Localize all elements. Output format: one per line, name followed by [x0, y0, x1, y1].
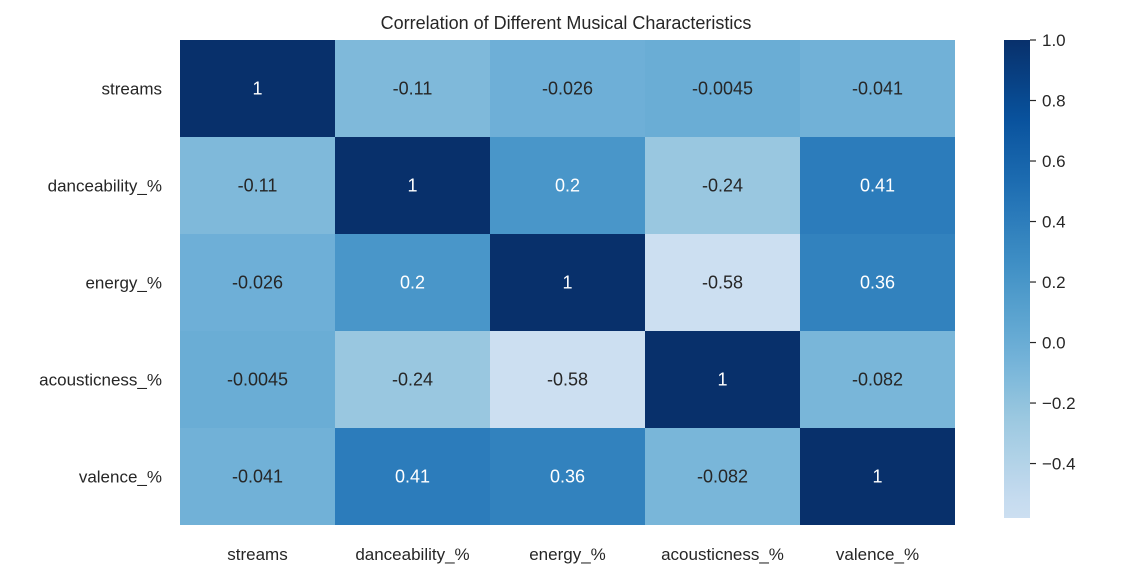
heatmap-cell [645, 428, 800, 525]
heatmap-cell [645, 234, 800, 331]
cell-value-label: -0.0045 [227, 370, 288, 390]
heatmap-cell [335, 40, 490, 137]
heatmap-cells: 1 -0.11 -0.026 -0.0045 -0.041 -0.11 1 0.2 -0.24 0… [180, 40, 955, 525]
cell-value-label: 0.2 [400, 273, 425, 293]
colorbar-tick-label: 0.8 [1042, 92, 1066, 111]
y-tick-label: valence_% [79, 468, 162, 487]
heatmap-cell [180, 234, 335, 331]
heatmap-cell [645, 137, 800, 234]
heatmap-cell [490, 428, 645, 525]
cell-value-label: 1 [562, 273, 572, 293]
heatmap-cell [800, 234, 955, 331]
y-tick-label: energy_% [85, 274, 162, 293]
heatmap-cell [180, 40, 335, 137]
y-tick-label: acousticness_% [39, 371, 162, 390]
heatmap-cell [180, 428, 335, 525]
colorbar-tick-label: 1.0 [1042, 31, 1066, 50]
cell-value-label: 0.41 [395, 467, 430, 487]
cell-value-label: -0.041 [852, 79, 903, 99]
x-tick-label: acousticness_% [661, 545, 784, 564]
cell-value-label: 1 [252, 79, 262, 99]
heatmap-cell [490, 40, 645, 137]
heatmap-cell [490, 331, 645, 428]
heatmap-cell [800, 137, 955, 234]
y-tick-label: danceability_% [48, 177, 162, 196]
x-tick-label: streams [227, 545, 287, 564]
cell-value-label: 1 [872, 467, 882, 487]
cell-value-label: 0.2 [555, 176, 580, 196]
colorbar-tick-label: 0.0 [1042, 334, 1066, 353]
cell-value-label: 0.36 [550, 467, 585, 487]
heatmap-cell [335, 137, 490, 234]
cell-value-label: -0.041 [232, 467, 283, 487]
heatmap-cell [645, 331, 800, 428]
y-tick-label: streams [102, 80, 162, 99]
heatmap-cell [335, 234, 490, 331]
chart-title: Correlation of Different Musical Charact… [381, 13, 752, 33]
colorbar-tick-label: 0.4 [1042, 213, 1066, 232]
heatmap-cell [800, 331, 955, 428]
colorbar-tick-label: 0.6 [1042, 152, 1066, 171]
cell-value-label: -0.11 [238, 176, 278, 196]
cell-value-label: -0.11 [393, 79, 433, 99]
colorbar: 1.0 0.8 0.6 0.4 0.2 0.0 −0.2 −0.4 [1004, 31, 1076, 518]
cell-value-label: -0.082 [697, 467, 748, 487]
cell-value-label: 0.36 [860, 273, 895, 293]
colorbar-gradient [1004, 40, 1030, 518]
cell-value-label: -0.0045 [692, 79, 753, 99]
cell-value-label: 0.41 [860, 176, 895, 196]
heatmap-cell [645, 40, 800, 137]
heatmap-cell [800, 428, 955, 525]
heatmap-cell [490, 137, 645, 234]
cell-value-label: -0.026 [232, 273, 283, 293]
x-tick-label: valence_% [836, 545, 919, 564]
heatmap-cell [180, 331, 335, 428]
colorbar-ticks: 1.0 0.8 0.6 0.4 0.2 0.0 −0.2 −0.4 [1030, 31, 1076, 474]
cell-value-label: 1 [717, 370, 727, 390]
cell-value-label: -0.082 [852, 370, 903, 390]
x-tick-label: energy_% [529, 545, 606, 564]
colorbar-tick-label: 0.2 [1042, 273, 1066, 292]
heatmap-cell [490, 234, 645, 331]
x-axis-tick-labels: streams danceability_% energy_% acousticnes… [227, 545, 919, 564]
colorbar-tick-label: −0.2 [1042, 394, 1076, 413]
cell-value-label: -0.24 [702, 176, 743, 196]
cell-value-label: -0.58 [702, 273, 743, 293]
cell-value-label: 1 [407, 176, 417, 196]
cell-value-label: -0.58 [547, 370, 588, 390]
y-axis-tick-labels: streams danceability_% energy_% acousticnes… [39, 80, 162, 487]
x-tick-label: danceability_% [355, 545, 469, 564]
colorbar-tick-label: −0.4 [1042, 455, 1076, 474]
cell-value-label: -0.026 [542, 79, 593, 99]
cell-value-label: -0.24 [392, 370, 433, 390]
heatmap-cell [335, 331, 490, 428]
heatmap-cell [335, 428, 490, 525]
heatmap-cell [180, 137, 335, 234]
heatmap-cell [800, 40, 955, 137]
